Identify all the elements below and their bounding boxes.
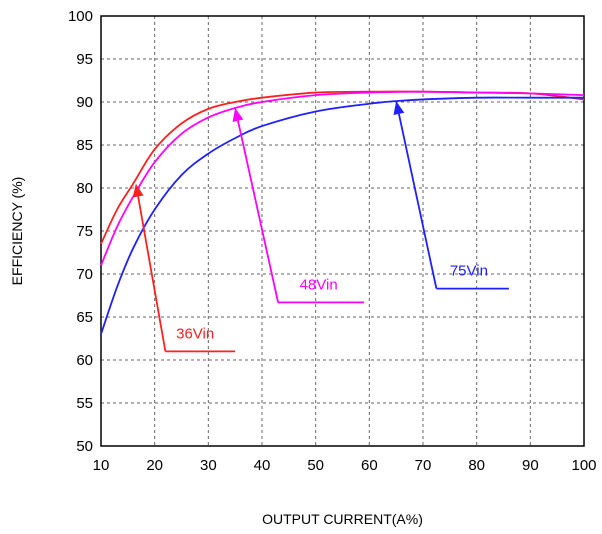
series-layer [100,90,585,335]
x-tick-label: 20 [146,457,163,474]
y-tick-label: 70 [76,266,93,283]
y-tick-label: 55 [76,395,93,412]
y-axis-title: EFFICIENCY (%) [9,177,25,286]
x-tick-label: 50 [307,457,324,474]
annotation-arrowhead-36vin [132,183,144,198]
series-line-36vin [100,90,585,245]
annotation-arrow-75vin [398,113,438,289]
x-tick-label: 80 [468,457,485,474]
y-tick-label: 85 [76,137,93,154]
y-tick-label: 90 [76,94,93,111]
plot-area-frame [100,15,585,447]
series-label-48vin: 48Vin [300,276,338,293]
y-tick-label: 75 [76,223,93,240]
x-axis-title: OUTPUT CURRENT(A%) [262,511,423,527]
y-tick-label: 100 [68,8,93,25]
x-tick-label: 100 [571,457,596,474]
series-line-75vin [100,96,584,335]
y-tick-label: 65 [76,309,93,326]
y-tick-label: 95 [76,51,93,68]
y-tick-label: 50 [76,438,93,455]
annotation-arrow-36vin [137,196,167,352]
annotation-arrowhead-48vin [232,108,244,122]
x-tick-label: 30 [200,457,217,474]
grid-lines [101,16,584,446]
x-tick-label: 70 [415,457,432,474]
y-tick-label: 60 [76,352,93,369]
y-tick-label: 80 [76,180,93,197]
series-label-75vin: 75Vin [450,263,488,280]
annotation-layer: 36Vin 48Vin 75Vin [132,101,509,353]
x-tick-label: 90 [522,457,539,474]
x-tick-label: 60 [361,457,378,474]
y-tick-labels: 50 55 60 65 70 75 80 85 90 95 100 [68,8,93,455]
series-label-36vin: 36Vin [176,326,214,343]
x-tick-label: 40 [254,457,271,474]
annotation-arrow-48vin [237,120,279,303]
x-tick-labels: 10 20 30 40 50 60 70 80 90 100 [93,457,597,474]
x-tick-label: 10 [93,457,110,474]
annotation-arrowhead-75vin [393,101,405,116]
series-line-48vin [100,90,585,266]
